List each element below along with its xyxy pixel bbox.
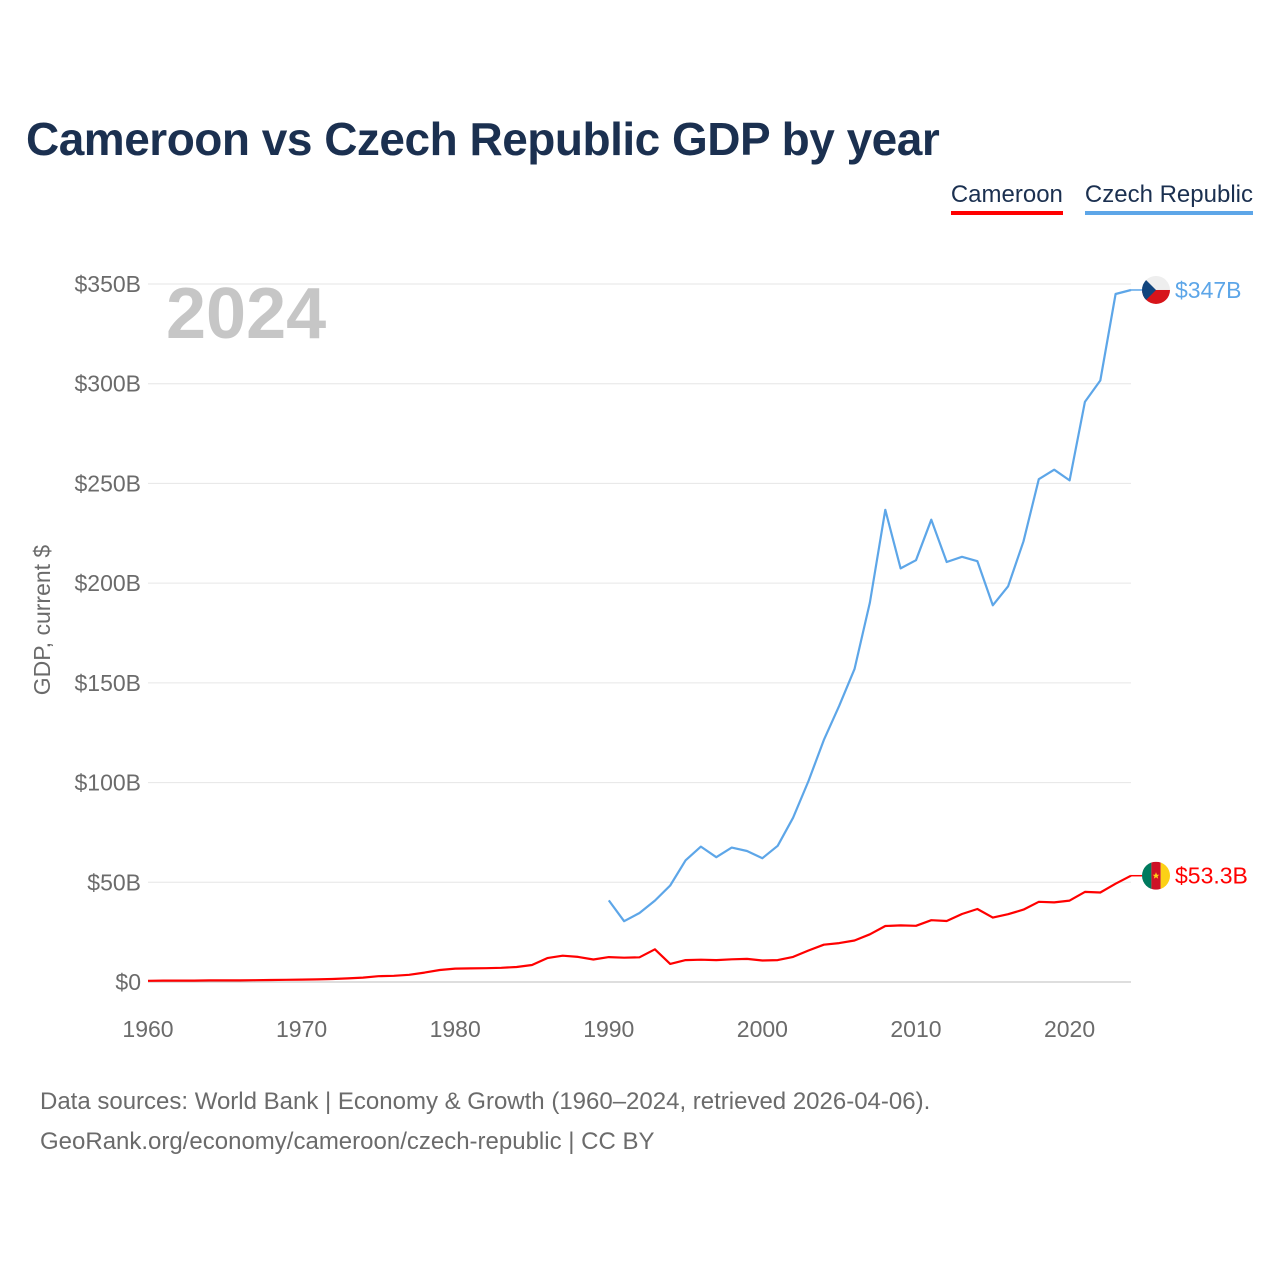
footer: Data sources: World Bank | Economy & Gro… <box>40 1082 930 1162</box>
page-title: Cameroon vs Czech Republic GDP by year <box>26 113 940 165</box>
y-tick-label: $300B <box>74 371 141 397</box>
series-line-czech-republic <box>607 288 1132 923</box>
axes: $0 $50B $100B $150B $200B $250B $300B $350B 1960… <box>74 271 1095 1042</box>
x-tick-label: 1970 <box>276 1016 327 1042</box>
year-watermark: 2024 <box>166 274 326 354</box>
series-line-cameroon <box>147 874 1132 982</box>
end-labels: $53.3B $347B <box>1131 275 1248 890</box>
y-tick-label: $350B <box>74 271 141 297</box>
x-tick-label: 2020 <box>1044 1016 1095 1042</box>
series-lines <box>147 288 1132 982</box>
end-value-label: $53.3B <box>1175 863 1248 889</box>
y-tick-label: $150B <box>74 670 141 696</box>
czech-flag-icon <box>1142 275 1170 304</box>
y-axis-label: GDP, current $ <box>29 545 55 696</box>
gridlines <box>148 283 1131 983</box>
y-tick-label: $0 <box>115 969 141 995</box>
legend-item-czech-republic[interactable]: Czech Republic <box>1084 181 1253 215</box>
x-tick-label: 1980 <box>430 1016 481 1042</box>
x-tick-label: 1960 <box>122 1016 173 1042</box>
y-tick-label: $250B <box>74 470 141 496</box>
y-tick-label: $100B <box>74 770 141 796</box>
x-tick-label: 1990 <box>583 1016 634 1042</box>
end-value-label: $347B <box>1175 277 1242 303</box>
chart-legend: Cameroon Czech Republic <box>950 181 1253 215</box>
legend-item-cameroon[interactable]: Cameroon <box>950 181 1063 215</box>
data-source-note: Data sources: World Bank | Economy & Gro… <box>40 1088 931 1115</box>
credit-link[interactable]: GeoRank.org/economy/cameroon/czech-repub… <box>40 1128 655 1155</box>
cameroon-flag-icon <box>1142 861 1170 890</box>
x-tick-label: 2010 <box>890 1016 941 1042</box>
y-tick-label: $200B <box>74 570 141 596</box>
x-tick-label: 2000 <box>737 1016 788 1042</box>
y-tick-label: $50B <box>87 869 141 895</box>
